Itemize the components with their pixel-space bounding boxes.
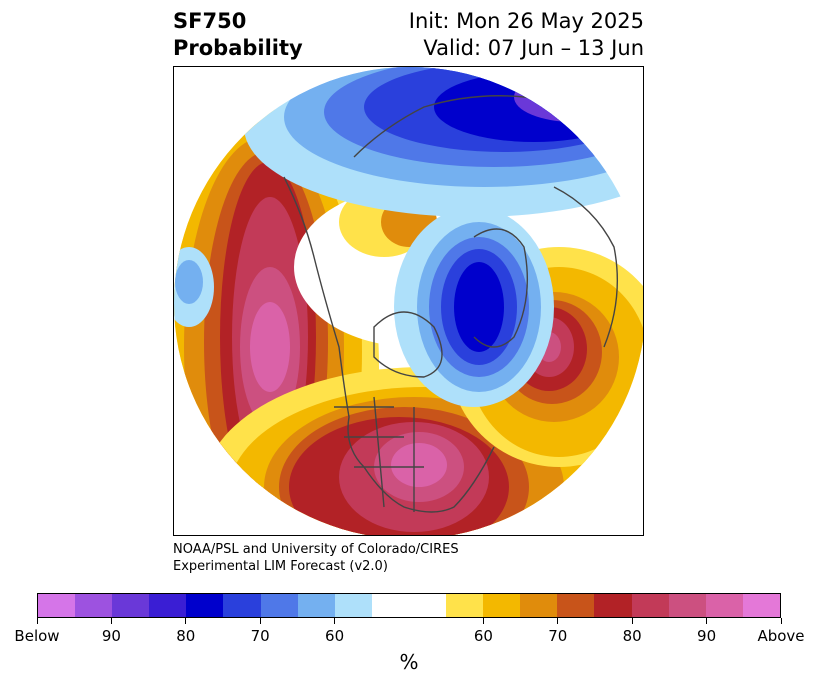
colorbar-swatch [557, 594, 595, 617]
colorbar-tick-label: 80 [622, 627, 642, 645]
colorbar-tick-label: Below [14, 627, 60, 645]
colorbar-swatch [446, 594, 484, 617]
colorbar-swatch [112, 594, 150, 617]
colorbar-swatch [186, 594, 224, 617]
colorbar-tick-label: 70 [250, 627, 270, 645]
colorbar-tick-label: 90 [697, 627, 717, 645]
credit-line-1: NOAA/PSL and University of Colorado/CIRE… [173, 542, 459, 557]
colorbar-swatch [408, 594, 447, 617]
colorbar [37, 593, 781, 618]
colorbar-swatch [334, 594, 372, 617]
colorbar-tick [780, 618, 782, 624]
colorbar-tick-label: 70 [548, 627, 568, 645]
colorbar-swatch [742, 594, 780, 617]
colorbar-swatch [705, 594, 743, 617]
colorbar-tick-label: 60 [473, 627, 493, 645]
colorbar-swatch [668, 594, 706, 617]
colorbar-swatch [297, 594, 335, 617]
colorbar-tick [557, 618, 559, 624]
colorbar-swatch [149, 594, 187, 617]
colorbar-swatch [631, 594, 669, 617]
polar-map [174, 67, 643, 535]
credit-line-2: Experimental LIM Forecast (v2.0) [173, 559, 388, 574]
colorbar-tick [631, 618, 633, 624]
map-title: SF750 Probability [173, 8, 303, 62]
colorbar-swatch [75, 594, 113, 617]
colorbar-tick-label: 60 [325, 627, 345, 645]
colorbar-tick [110, 618, 112, 624]
colorbar-unit: % [399, 650, 419, 674]
colorbar-swatch [38, 594, 76, 617]
colorbar-tick [259, 618, 261, 624]
title-variable: SF750 [173, 9, 247, 33]
init-date: Init: Mon 26 May 2025 [408, 9, 644, 33]
colorbar-swatch [594, 594, 632, 617]
colorbar-tick [185, 618, 187, 624]
colorbar-swatch [223, 594, 261, 617]
map-dates: Init: Mon 26 May 2025 Valid: 07 Jun – 13… [409, 8, 644, 62]
colorbar-tick [334, 618, 336, 624]
colorbar-tick-label: Above [757, 627, 805, 645]
colorbar-tick [482, 618, 484, 624]
colorbar-tick-label: 90 [101, 627, 121, 645]
colorbar-swatch [520, 594, 558, 617]
colorbar-tick [36, 618, 38, 624]
credit-text: NOAA/PSL and University of Colorado/CIRE… [173, 541, 459, 575]
valid-range: Valid: 07 Jun – 13 Jun [423, 36, 644, 60]
colorbar-tick [706, 618, 708, 624]
colorbar-swatch [483, 594, 521, 617]
title-type: Probability [173, 36, 303, 60]
colorbar-tick-label: 80 [176, 627, 196, 645]
colorbar-swatch [260, 594, 298, 617]
map-panel [173, 66, 644, 536]
colorbar-swatch [371, 594, 409, 617]
